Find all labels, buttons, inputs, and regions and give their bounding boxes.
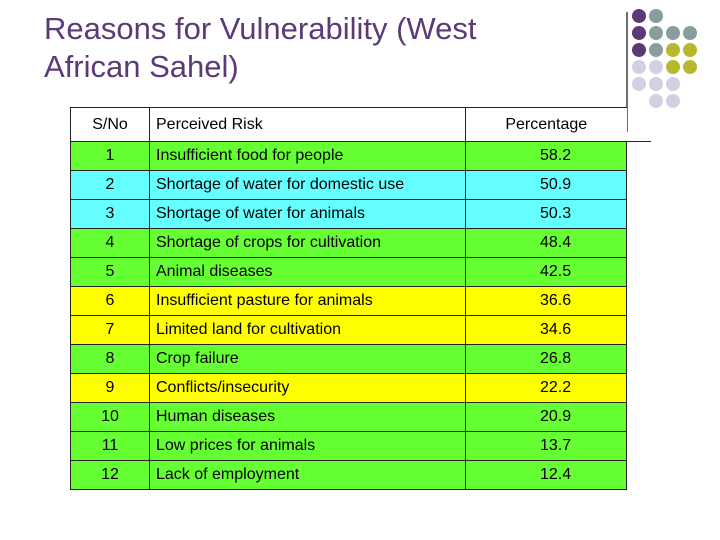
row-sno: 1 (70, 141, 150, 171)
row-perceived-risk: Shortage of water for domestic use (149, 170, 466, 200)
row-spacer (627, 403, 651, 432)
decorative-dot (632, 26, 646, 40)
row-spacer (627, 142, 651, 171)
decorative-dot (632, 77, 646, 91)
decorative-dot (632, 9, 646, 23)
slide-title-line-2: African Sahel) (44, 49, 239, 84)
decorative-dot (666, 60, 680, 74)
row-spacer (627, 345, 651, 374)
row-percentage: 42.5 (465, 257, 627, 287)
table-body: 1 Insufficient food for people 58.2 2 Shorta… (70, 141, 651, 490)
header-percentage: Percentage (465, 107, 627, 142)
row-sno: 4 (70, 228, 150, 258)
decorative-dot (649, 26, 663, 40)
decorative-dot-grid (632, 9, 720, 109)
row-perceived-risk: Shortage of crops for cultivation (149, 228, 466, 258)
row-spacer (627, 461, 651, 490)
row-spacer (627, 432, 651, 461)
table-row: 6 Insufficient pasture for animals 36.6 (70, 286, 651, 316)
table-row: 11 Low prices for animals 13.7 (70, 431, 651, 461)
header-spacer (626, 107, 651, 142)
row-sno: 5 (70, 257, 150, 287)
row-sno: 11 (70, 431, 150, 461)
decorative-dot (649, 60, 663, 74)
row-perceived-risk: Shortage of water for animals (149, 199, 466, 229)
decorative-dot (666, 94, 680, 108)
row-percentage: 12.4 (465, 460, 627, 490)
decorative-dot (683, 26, 697, 40)
table-row: 9 Conflicts/insecurity 22.2 (70, 373, 651, 403)
row-percentage: 34.6 (465, 315, 627, 345)
slide-title: Reasons for Vulnerability (West African … (44, 10, 604, 86)
table-row: 1 Insufficient food for people 58.2 (70, 141, 651, 171)
table-row: 10 Human diseases 20.9 (70, 402, 651, 432)
decorative-dot (666, 43, 680, 57)
row-sno: 10 (70, 402, 150, 432)
row-perceived-risk: Insufficient pasture for animals (149, 286, 466, 316)
row-spacer (627, 229, 651, 258)
row-spacer (627, 258, 651, 287)
row-spacer (627, 200, 651, 229)
row-spacer (627, 316, 651, 345)
row-perceived-risk: Limited land for cultivation (149, 315, 466, 345)
header-sno: S/No (70, 107, 150, 142)
decorative-dot (632, 60, 646, 74)
decorative-dot (649, 94, 663, 108)
row-spacer (627, 374, 651, 403)
slide-title-line-1: Reasons for Vulnerability (West (44, 11, 477, 46)
vulnerability-table: S/No Perceived Risk Percentage 1 Insuffic… (70, 107, 651, 490)
row-percentage: 13.7 (465, 431, 627, 461)
table-row: 8 Crop failure 26.8 (70, 344, 651, 374)
row-sno: 9 (70, 373, 150, 403)
row-spacer (627, 287, 651, 316)
decorative-dot (649, 43, 663, 57)
table-row: 5 Animal diseases 42.5 (70, 257, 651, 287)
table-row: 4 Shortage of crops for cultivation 48.4 (70, 228, 651, 258)
decorative-dot (666, 77, 680, 91)
row-perceived-risk: Lack of employment (149, 460, 466, 490)
decorative-dot (683, 60, 697, 74)
row-sno: 8 (70, 344, 150, 374)
table-row: 12 Lack of employment 12.4 (70, 460, 651, 490)
row-sno: 3 (70, 199, 150, 229)
decorative-divider (626, 12, 628, 132)
table-row: 7 Limited land for cultivation 34.6 (70, 315, 651, 345)
table-row: 3 Shortage of water for animals 50.3 (70, 199, 651, 229)
decorative-dot (666, 26, 680, 40)
row-percentage: 36.6 (465, 286, 627, 316)
decorative-dot (632, 43, 646, 57)
row-perceived-risk: Animal diseases (149, 257, 466, 287)
row-percentage: 50.3 (465, 199, 627, 229)
row-perceived-risk: Low prices for animals (149, 431, 466, 461)
decorative-dot (649, 77, 663, 91)
row-spacer (627, 171, 651, 200)
row-percentage: 48.4 (465, 228, 627, 258)
row-percentage: 22.2 (465, 373, 627, 403)
table-header-row: S/No Perceived Risk Percentage (70, 107, 651, 142)
table-row: 2 Shortage of water for domestic use 50.9 (70, 170, 651, 200)
decorative-dot (649, 9, 663, 23)
row-sno: 12 (70, 460, 150, 490)
row-sno: 2 (70, 170, 150, 200)
row-percentage: 50.9 (465, 170, 627, 200)
row-perceived-risk: Conflicts/insecurity (149, 373, 466, 403)
row-perceived-risk: Human diseases (149, 402, 466, 432)
row-perceived-risk: Insufficient food for people (149, 141, 466, 171)
row-perceived-risk: Crop failure (149, 344, 466, 374)
row-sno: 6 (70, 286, 150, 316)
row-percentage: 20.9 (465, 402, 627, 432)
row-percentage: 58.2 (465, 141, 627, 171)
header-perceived-risk: Perceived Risk (149, 107, 466, 142)
row-percentage: 26.8 (465, 344, 627, 374)
row-sno: 7 (70, 315, 150, 345)
decorative-dot (683, 43, 697, 57)
